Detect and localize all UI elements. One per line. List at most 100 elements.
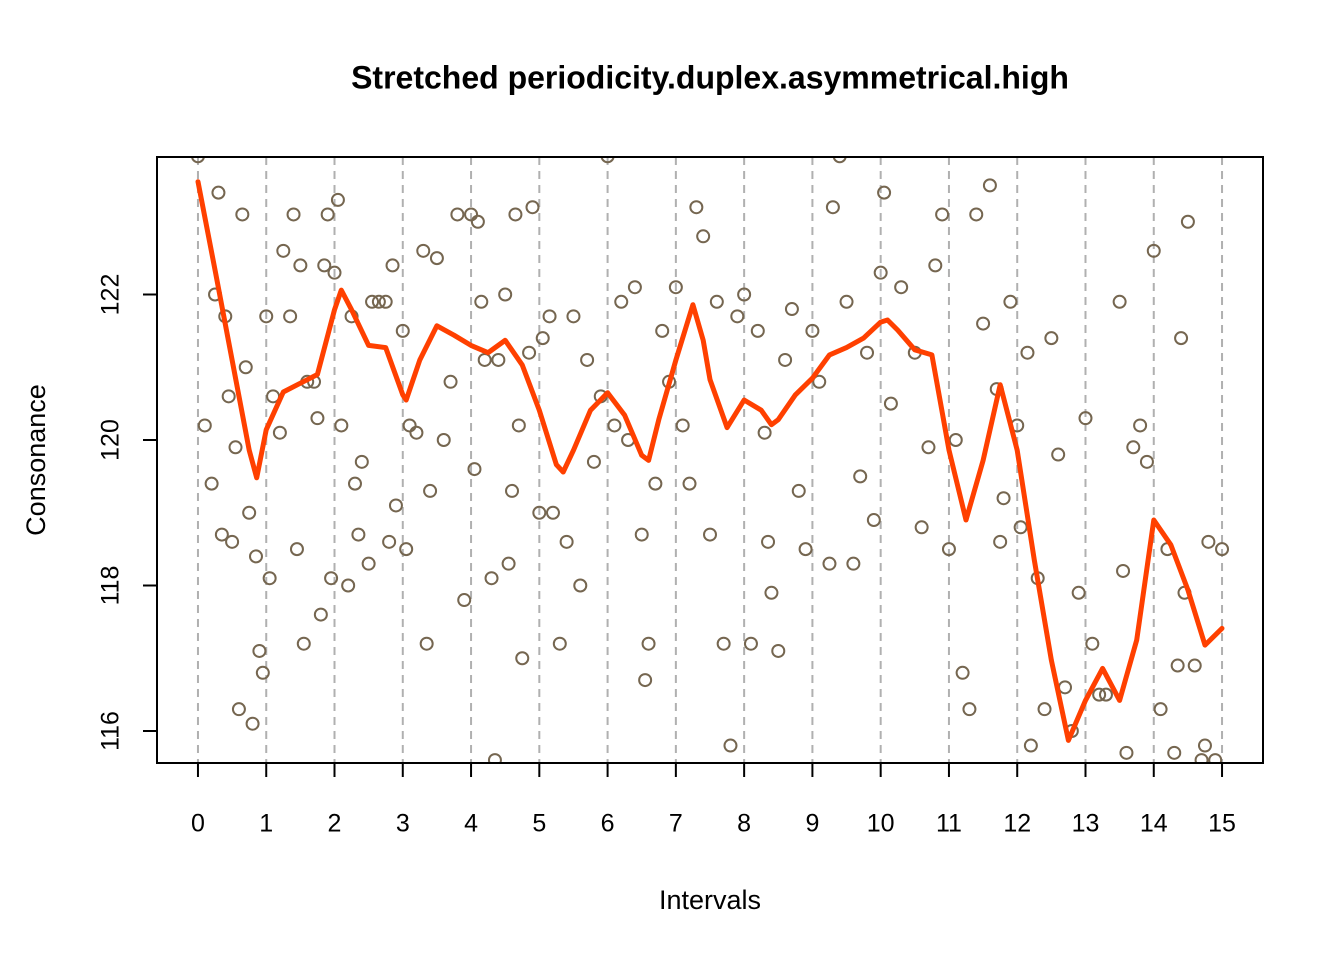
x-tick-label: 10 xyxy=(867,810,895,838)
x-tick-label: 0 xyxy=(191,810,205,838)
data-point xyxy=(423,483,438,498)
data-point xyxy=(1187,658,1202,673)
data-point xyxy=(1197,738,1212,753)
data-point xyxy=(750,323,765,338)
data-point xyxy=(853,469,868,484)
data-point xyxy=(248,549,263,564)
data-point xyxy=(228,440,243,455)
data-point xyxy=(419,636,434,651)
data-point xyxy=(1044,331,1059,346)
data-point xyxy=(996,491,1011,506)
x-tick-label: 9 xyxy=(805,810,819,838)
data-point xyxy=(1153,702,1168,717)
data-point xyxy=(982,178,997,193)
data-point xyxy=(993,534,1008,549)
data-point xyxy=(737,287,752,302)
x-tick-label: 5 xyxy=(532,810,546,838)
data-point xyxy=(341,578,356,593)
data-point xyxy=(378,294,393,309)
x-tick-label: 15 xyxy=(1208,810,1236,838)
data-point xyxy=(501,556,516,571)
data-point xyxy=(450,207,465,222)
data-point xyxy=(761,534,776,549)
data-point xyxy=(883,396,898,411)
data-point xyxy=(330,192,345,207)
data-point xyxy=(399,542,414,557)
data-point xyxy=(484,571,499,586)
x-tick-label: 1 xyxy=(259,810,273,838)
x-tick-label: 8 xyxy=(737,810,751,838)
data-point xyxy=(668,280,683,295)
data-point xyxy=(948,432,963,447)
data-point xyxy=(703,527,717,542)
data-point xyxy=(573,578,588,593)
data-point xyxy=(1078,411,1093,426)
data-point xyxy=(197,418,212,433)
data-point xyxy=(532,505,547,520)
data-point xyxy=(860,345,875,360)
data-point xyxy=(914,520,929,535)
data-point xyxy=(296,636,311,651)
data-point xyxy=(1139,454,1154,469)
data-point xyxy=(1092,687,1107,702)
data-point xyxy=(1133,418,1148,433)
data-point xyxy=(638,673,653,688)
data-point xyxy=(508,207,523,222)
data-point xyxy=(709,294,724,309)
data-point xyxy=(515,651,530,666)
data-point xyxy=(457,593,472,608)
data-point xyxy=(580,352,595,367)
x-tick-label: 7 xyxy=(669,810,683,838)
data-point xyxy=(231,702,246,717)
data-point xyxy=(955,665,970,680)
x-tick-label: 6 xyxy=(601,810,615,838)
data-point xyxy=(1126,440,1141,455)
data-point xyxy=(474,294,489,309)
grid xyxy=(196,157,1224,763)
data-point xyxy=(276,243,291,258)
data-point xyxy=(877,185,892,200)
data-point xyxy=(805,323,820,338)
data-point xyxy=(1174,331,1189,346)
data-point xyxy=(511,418,526,433)
data-point xyxy=(778,352,793,367)
data-point xyxy=(191,157,205,164)
data-point xyxy=(696,229,711,244)
data-point xyxy=(921,440,936,455)
data-point xyxy=(1051,447,1066,462)
data-point xyxy=(429,251,444,266)
data-point xyxy=(211,185,226,200)
data-point xyxy=(388,498,403,513)
data-point xyxy=(238,360,253,375)
data-point xyxy=(416,243,431,258)
data-point xyxy=(259,309,274,324)
data-point xyxy=(846,556,861,571)
data-point xyxy=(839,294,854,309)
y-tick-label: 120 xyxy=(97,419,125,461)
data-point xyxy=(491,352,506,367)
data-point xyxy=(1119,745,1134,760)
data-point xyxy=(347,476,362,491)
data-point xyxy=(1098,687,1113,702)
data-point xyxy=(552,636,567,651)
data-point xyxy=(365,294,380,309)
data-point xyxy=(351,527,366,542)
data-point xyxy=(976,316,991,331)
data-point xyxy=(1167,745,1182,760)
data-point xyxy=(487,753,502,763)
data-point xyxy=(771,643,786,658)
data-point xyxy=(1194,753,1209,763)
data-point xyxy=(354,454,369,469)
data-point xyxy=(262,571,277,586)
data-point xyxy=(784,302,799,317)
points xyxy=(191,157,1230,763)
data-point xyxy=(214,527,229,542)
data-point xyxy=(542,309,557,324)
data-point xyxy=(935,207,950,222)
data-point xyxy=(477,352,492,367)
data-point xyxy=(675,418,690,433)
data-point xyxy=(1116,563,1131,578)
data-point xyxy=(798,542,813,557)
x-tick-label: 13 xyxy=(1072,810,1100,838)
data-point xyxy=(682,476,697,491)
